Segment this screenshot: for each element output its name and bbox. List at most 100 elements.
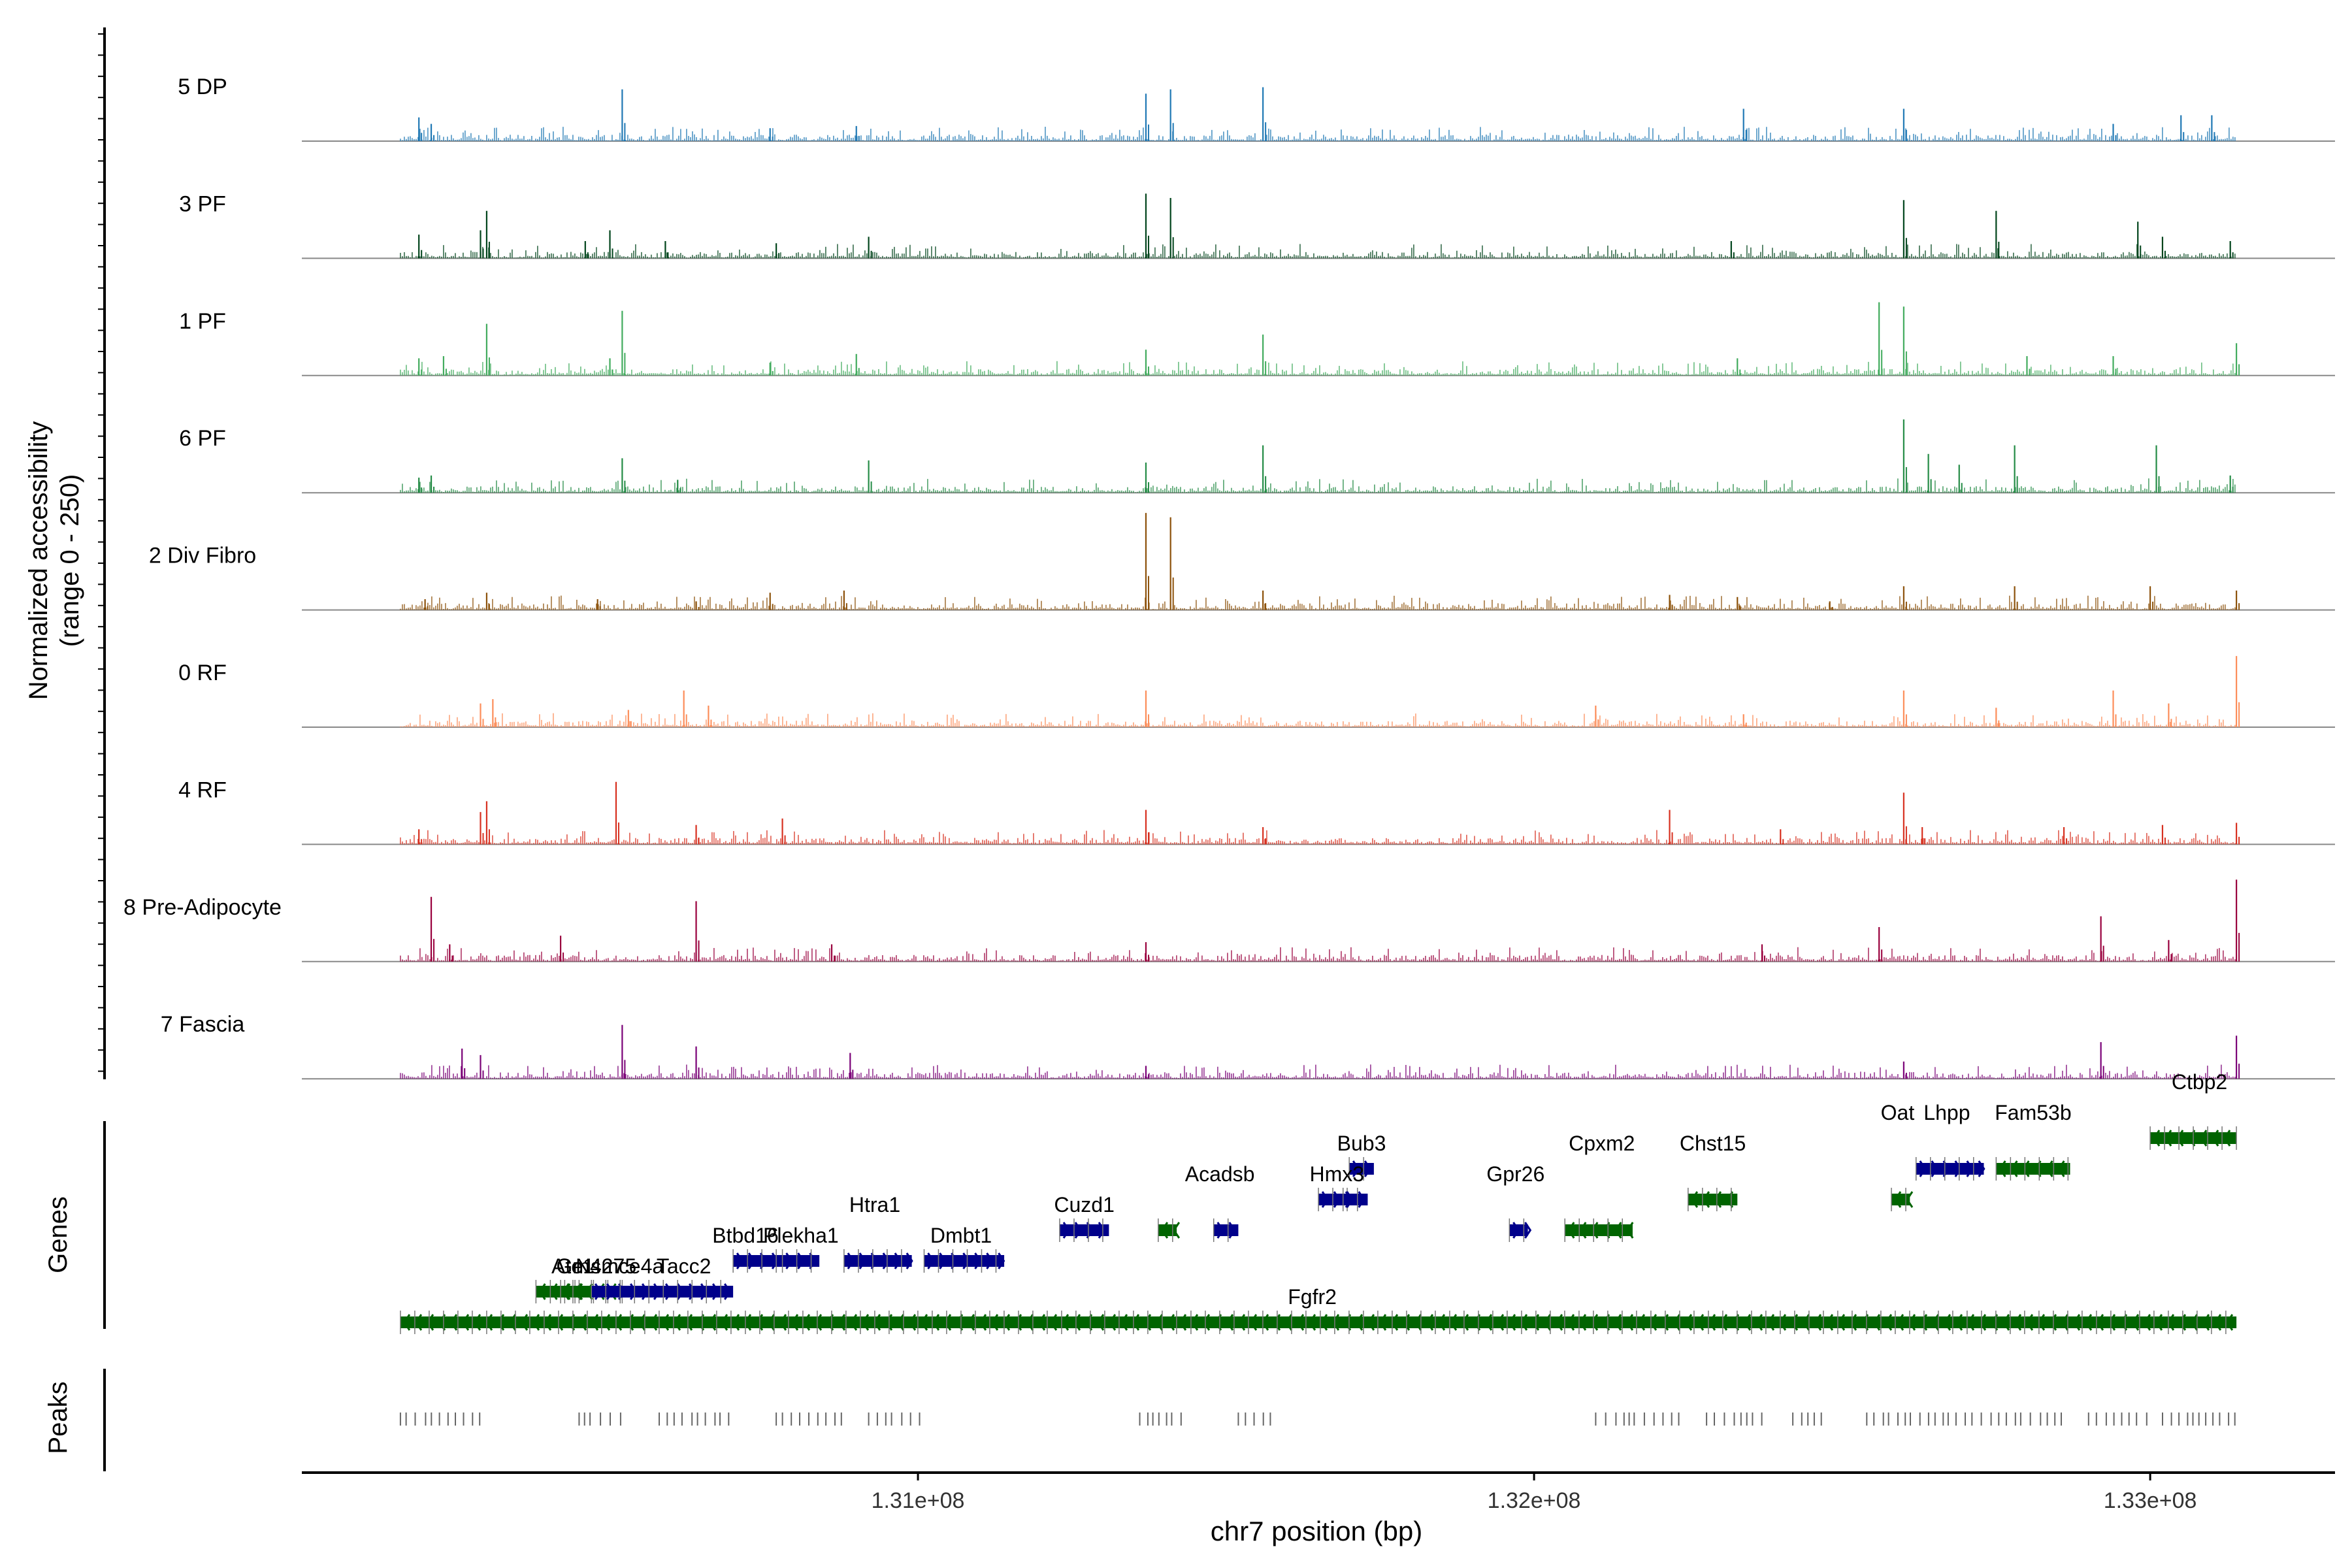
exon-ticks <box>1348 1157 1364 1181</box>
strand-chevrons <box>736 1252 779 1269</box>
gene-label: Dmbt1 <box>930 1224 992 1247</box>
x-axis-title: chr7 position (bp) <box>1211 1516 1423 1546</box>
gene-dmbt1 <box>923 1249 1005 1273</box>
track-1-pf: 1 PF <box>179 302 2335 376</box>
exon-ticks <box>1509 1218 1525 1242</box>
gene-plekha1 <box>781 1249 820 1273</box>
gene-label: Hmx3 <box>1310 1162 1365 1186</box>
strand-chevrons <box>403 1314 2234 1331</box>
x-tick-label: 1.33e+08 <box>2104 1488 2197 1513</box>
exon-ticks <box>1688 1188 1732 1211</box>
strand-chevrons <box>1161 1222 1181 1239</box>
track-7-fascia: 7 Fascia <box>161 1012 2335 1080</box>
gene-label: Htra1 <box>849 1193 900 1217</box>
track-8-pre-adipocyte: 8 Pre-Adipocyte <box>123 879 2335 962</box>
exon-ticks <box>400 1311 2227 1334</box>
coverage-signal <box>400 361 2236 376</box>
y-axis-title-line2: (range 0 - 250) <box>56 474 84 647</box>
gene-bub3 <box>1348 1157 1374 1181</box>
genes-panel-label: Genes <box>44 1196 73 1273</box>
gene-label: Tacc2 <box>657 1254 711 1278</box>
x-axis: 1.31e+08 1.32e+08 1.33e+08 <box>302 1471 2335 1513</box>
x-tick-label: 1.31e+08 <box>872 1488 965 1513</box>
track-3-pf: 3 PF <box>179 191 2335 259</box>
strand-chevrons <box>1999 1160 2065 1177</box>
gene-oat <box>1891 1188 1914 1211</box>
exon-ticks <box>732 1249 777 1273</box>
gene-body <box>400 1316 2237 1328</box>
gene-label: Gm4275 <box>556 1254 636 1278</box>
gene-hmx2 <box>1342 1188 1368 1211</box>
gene-body <box>1688 1194 1738 1205</box>
gene-label: Nsmce4a <box>576 1254 664 1278</box>
gene-chst15 <box>1688 1188 1738 1211</box>
gene-ikzf5 <box>1158 1218 1181 1242</box>
coverage-signal <box>400 478 2236 493</box>
track-6-pf: 6 PF <box>179 419 2335 494</box>
strand-chevrons <box>847 1252 913 1269</box>
strand-chevrons <box>927 1252 1005 1269</box>
exon-ticks <box>1995 1157 2069 1181</box>
gene-ctbp2 <box>2149 1126 2237 1150</box>
gene-annotation-panel: Fgfr2 Ate1Gm4275Nsmce4aTacc2Btbd16Plekha1… <box>400 1070 2237 1334</box>
track-label: 2 Div Fibro <box>149 544 256 568</box>
exon-ticks <box>1891 1188 1906 1211</box>
exon-ticks <box>1158 1218 1173 1242</box>
gene-body <box>1891 1194 1910 1205</box>
coverage-signal <box>400 1064 2236 1079</box>
strand-chevrons <box>1919 1160 1985 1177</box>
peaks-panel-label: Peaks <box>44 1381 73 1454</box>
coverage-signal <box>400 947 2236 962</box>
gene-label: Ate1 <box>551 1254 595 1278</box>
gene-btbd16 <box>732 1249 783 1273</box>
gene-body <box>1059 1224 1109 1236</box>
gene-label: Chst15 <box>1680 1132 1746 1155</box>
exon-ticks <box>591 1280 721 1303</box>
strand-chevrons <box>1352 1160 1371 1177</box>
strand-chevrons <box>2153 1130 2231 1147</box>
gene-label: Cuzd1 <box>1054 1193 1115 1217</box>
gene-hmx3 <box>1318 1188 1352 1211</box>
gene-htra1 <box>843 1249 913 1273</box>
gene-cuzd1 <box>1059 1218 1109 1242</box>
track-label: 7 Fascia <box>161 1012 245 1037</box>
gene-label: Oat <box>1881 1101 1915 1124</box>
gene-body <box>1158 1224 1177 1236</box>
track-0-rf: 0 RF <box>178 656 2335 728</box>
exon-ticks <box>2149 1126 2237 1150</box>
strand-chevrons <box>1691 1191 1734 1208</box>
coverage-signal <box>400 127 2236 141</box>
gene-body <box>591 1286 734 1298</box>
gene-body <box>1916 1163 1984 1175</box>
gene-label: Fam53b <box>1995 1101 2071 1124</box>
strand-chevrons <box>1346 1191 1365 1208</box>
strand-chevrons <box>1217 1222 1236 1239</box>
coverage-signal <box>400 595 2236 610</box>
track-5-dp: 5 DP <box>178 74 2335 142</box>
peak-panel <box>399 1413 2236 1426</box>
peak-marks <box>399 1413 2236 1426</box>
gene-label: Ctbp2 <box>2172 1070 2227 1094</box>
gene-label: Cpxm2 <box>1569 1132 1635 1155</box>
track-label: 8 Pre-Adipocyte <box>123 895 282 920</box>
exon-ticks <box>923 1249 997 1273</box>
strand-chevrons <box>576 1283 583 1300</box>
strand-chevrons <box>1894 1191 1914 1208</box>
y-axis-title-line1: Normalized accessibility <box>24 421 53 700</box>
gene-label: Bub3 <box>1337 1132 1386 1155</box>
gene-tacc2 <box>591 1280 734 1303</box>
coverage-signal <box>400 244 2236 259</box>
gene-acadsb <box>1213 1218 1239 1242</box>
gene-label: Btbd16 <box>712 1224 778 1247</box>
gene-fam53b <box>1995 1157 2070 1181</box>
gene-nsmce4a <box>572 1280 585 1303</box>
strand-chevrons <box>1567 1222 1634 1239</box>
exon-ticks <box>1915 1157 1974 1181</box>
gene-body <box>733 1255 783 1267</box>
coverage-signal <box>400 713 2236 727</box>
gene-label: Plekha1 <box>763 1224 839 1247</box>
gene-gpr26 <box>1509 1218 1532 1242</box>
track-label: 4 RF <box>178 777 227 802</box>
coverage-tracks: 5 DP 3 PF 1 PF 6 PF 2 Div Fibro 0 RF 4 RF 8 Pre… <box>123 74 2335 1080</box>
